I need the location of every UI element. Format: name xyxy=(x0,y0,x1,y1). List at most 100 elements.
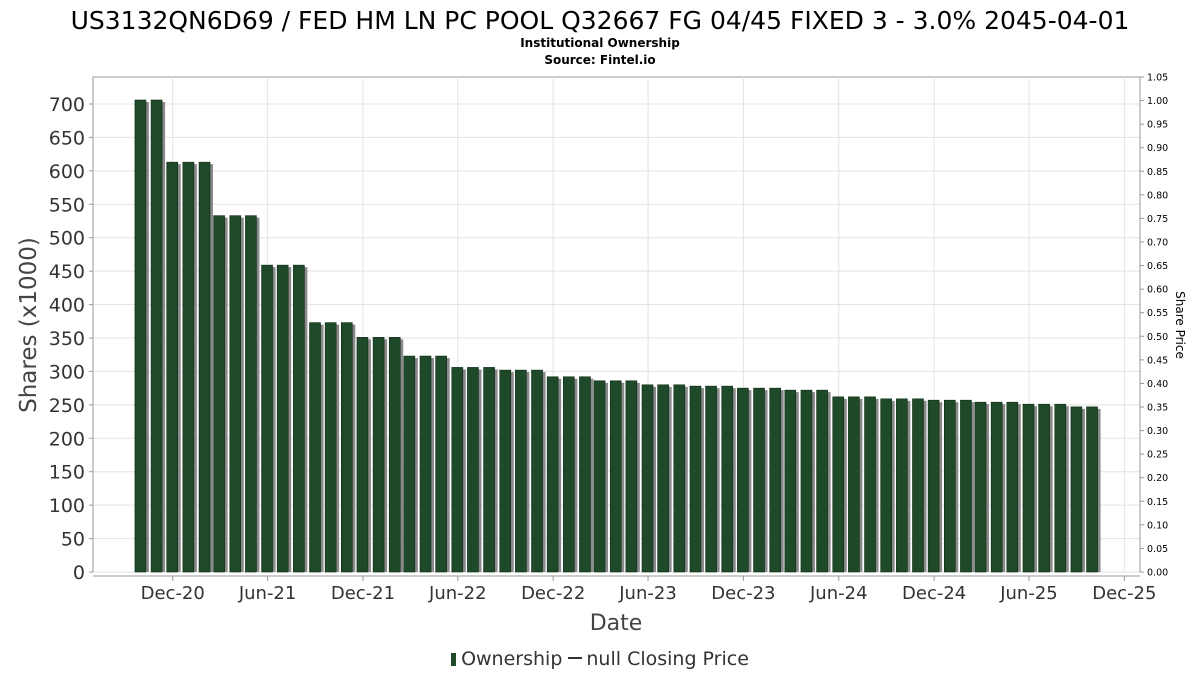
bar xyxy=(832,396,845,573)
y-axis-label: Shares (x1000) xyxy=(16,237,42,413)
bar xyxy=(609,380,622,573)
bar xyxy=(1070,406,1083,573)
bar xyxy=(198,161,211,573)
bar xyxy=(546,376,559,573)
bar xyxy=(1086,406,1098,573)
x-tick-label: Dec-23 xyxy=(711,583,775,604)
bar xyxy=(435,355,447,573)
bar xyxy=(134,99,147,573)
y-tick-label: 400 xyxy=(49,295,85,317)
bar xyxy=(816,389,828,573)
bar xyxy=(372,337,385,573)
y-right-tick-label: 1.05 xyxy=(1147,73,1168,84)
bar xyxy=(880,398,892,573)
x-tick-label: Jun-22 xyxy=(428,583,487,604)
bars xyxy=(134,99,1101,573)
x-tick-label: Dec-21 xyxy=(331,583,395,604)
bar xyxy=(689,385,702,573)
bar xyxy=(927,399,940,573)
bar xyxy=(515,369,527,573)
y-right-tick-label: 0.35 xyxy=(1147,403,1168,414)
bar xyxy=(960,399,972,573)
legend-ownership-swatch xyxy=(451,653,457,666)
y-tick-label: 200 xyxy=(49,428,85,450)
y-right-tick-label: 0.20 xyxy=(1147,473,1168,484)
y-tick-label: 600 xyxy=(49,161,85,183)
y-right-tick-label: 0.55 xyxy=(1147,308,1168,319)
bar xyxy=(276,264,289,573)
bar xyxy=(864,396,876,573)
bar xyxy=(990,401,1003,573)
x-tick-label: Dec-24 xyxy=(902,583,966,604)
bar xyxy=(229,215,242,573)
bar xyxy=(896,398,908,573)
y-right-tick-label: 0.70 xyxy=(1147,238,1168,249)
x-tick-label: Dec-25 xyxy=(1092,583,1156,604)
bar xyxy=(483,367,495,573)
bar xyxy=(625,380,638,573)
y-right-tick-label: 0.80 xyxy=(1147,190,1168,201)
y-right-tick-label: 0.65 xyxy=(1147,261,1168,272)
y-tick-label: 250 xyxy=(49,395,85,417)
bar xyxy=(974,401,987,573)
x-tick-label: Jun-21 xyxy=(238,583,297,604)
bar xyxy=(753,387,765,573)
y-tick-label: 650 xyxy=(49,127,85,149)
y-right-tick-label: 0.90 xyxy=(1147,143,1168,154)
y-tick-label: 150 xyxy=(49,462,85,484)
bar xyxy=(150,99,163,573)
y-tick-label: 0 xyxy=(73,562,85,584)
bar xyxy=(245,215,257,573)
bar xyxy=(467,367,479,573)
y-tick-label: 350 xyxy=(49,328,85,350)
y-right-tick-label: 0.85 xyxy=(1147,167,1168,178)
chart-subtitle: Institutional Ownership xyxy=(520,36,680,50)
y-right-tick-label: 0.10 xyxy=(1147,520,1168,531)
y-right-tick-label: 0.00 xyxy=(1147,568,1168,579)
bar xyxy=(784,389,797,573)
legend-price-label: null Closing Price xyxy=(586,648,749,670)
y-right-tick-label: 0.30 xyxy=(1147,426,1168,437)
bar xyxy=(531,369,543,573)
bar xyxy=(943,399,956,573)
bar xyxy=(293,264,305,573)
bar xyxy=(673,384,686,573)
y-axis-right-label: Share Price xyxy=(1173,291,1187,359)
chart-title: US3132QN6D69 / FED HM LN PC POOL Q32667 … xyxy=(70,6,1130,35)
y-right-tick-label: 0.60 xyxy=(1147,285,1168,296)
bar xyxy=(499,369,512,573)
bar xyxy=(213,215,225,573)
x-tick-label: Jun-23 xyxy=(618,583,677,604)
x-axis-label: Date xyxy=(590,611,643,636)
legend-price-swatch xyxy=(568,657,583,659)
y-tick-label: 500 xyxy=(49,228,85,250)
y-tick-label: 450 xyxy=(49,261,85,283)
bar xyxy=(388,337,401,573)
y-right-tick-label: 0.15 xyxy=(1147,497,1168,508)
y-right-tick-label: 0.45 xyxy=(1147,355,1168,366)
x-tick-label: Jun-24 xyxy=(809,583,868,604)
bar xyxy=(800,389,813,573)
bar xyxy=(1038,403,1050,573)
legend: Ownership null Closing Price xyxy=(0,648,1200,670)
bar xyxy=(769,387,781,573)
y-right-tick-label: 0.40 xyxy=(1147,379,1168,390)
y-right-tick-label: 0.25 xyxy=(1147,450,1168,461)
bar xyxy=(657,384,669,573)
axes: 0 50 100 150 200 250 300 350 400 450 500 550 600 650 7… xyxy=(49,73,1168,605)
y-tick-label: 300 xyxy=(49,361,85,383)
bar xyxy=(451,367,464,573)
bar xyxy=(593,380,606,573)
bar xyxy=(721,385,734,573)
bar xyxy=(563,376,575,573)
bar xyxy=(166,161,179,573)
bar xyxy=(182,161,195,573)
bar xyxy=(261,264,273,573)
y-tick-label: 100 xyxy=(49,495,85,517)
bar xyxy=(1054,403,1067,573)
bar xyxy=(737,387,749,573)
bar xyxy=(324,322,337,573)
bar xyxy=(912,398,924,573)
bar xyxy=(1022,403,1035,573)
